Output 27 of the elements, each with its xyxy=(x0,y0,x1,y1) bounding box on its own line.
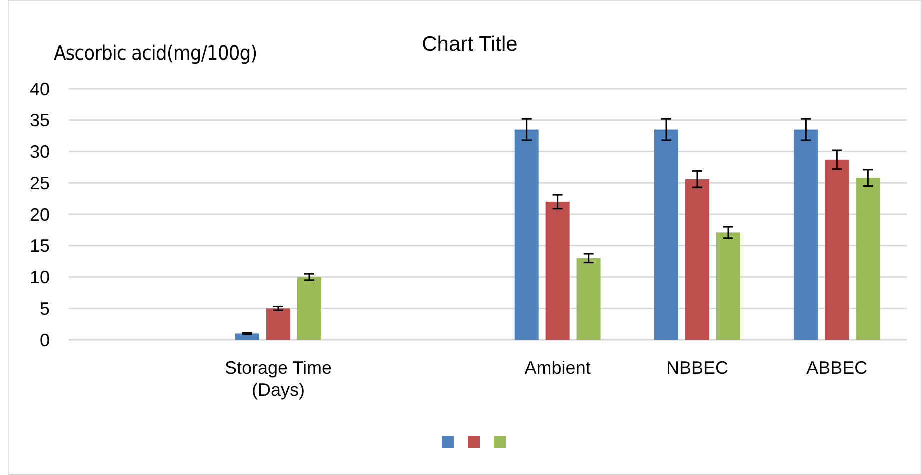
bar xyxy=(298,277,322,340)
y-tick-label: 20 xyxy=(30,204,50,225)
y-tick-label: 25 xyxy=(30,173,50,194)
y-tick-label: 35 xyxy=(30,110,50,131)
x-tick-label: NBBEC xyxy=(666,358,729,378)
y-tick-label: 0 xyxy=(40,330,50,350)
bar xyxy=(794,130,818,340)
bar xyxy=(236,334,260,340)
x-tick-label: ABBEC xyxy=(806,358,868,378)
y-axis-title: Ascorbic acid(mg/100g) xyxy=(54,41,258,65)
bar xyxy=(856,178,880,340)
x-tick-label: Storage Time (Days) xyxy=(224,358,332,400)
y-tick-label: 40 xyxy=(30,79,50,100)
y-tick-label: 5 xyxy=(40,298,50,319)
bar xyxy=(825,160,850,340)
bar xyxy=(716,232,740,340)
bar xyxy=(266,308,290,340)
y-tick-label: 15 xyxy=(30,236,50,256)
x-tick-label: Ambient xyxy=(524,358,591,378)
y-tick-label: 30 xyxy=(30,142,50,162)
bar xyxy=(514,130,539,340)
y-tick-label: 10 xyxy=(30,268,50,288)
bar xyxy=(546,202,570,340)
bar xyxy=(576,258,601,340)
bar xyxy=(686,179,710,340)
bar xyxy=(654,130,678,340)
chart-title: Chart Title xyxy=(422,33,518,56)
